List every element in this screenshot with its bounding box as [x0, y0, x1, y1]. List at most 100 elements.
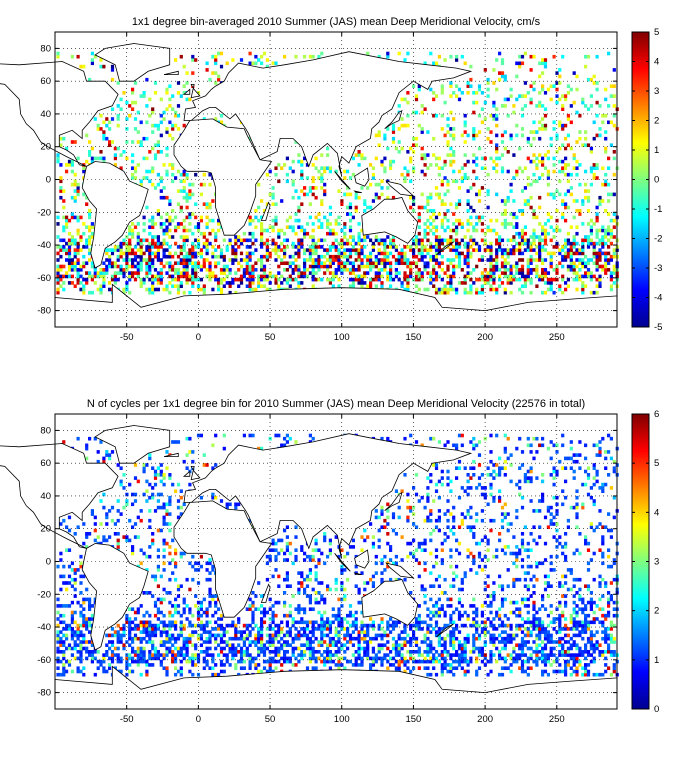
data-cell: [343, 241, 347, 246]
data-cell: [495, 636, 499, 641]
data-cell: [543, 627, 548, 631]
data-cell: [274, 248, 278, 252]
data-cell: [151, 623, 155, 628]
data-cell: [543, 663, 548, 667]
data-cell: [489, 653, 493, 657]
data-cell: [466, 222, 470, 226]
data-cell: [449, 163, 453, 167]
data-cell: [79, 287, 83, 292]
data-cell: [245, 268, 249, 272]
data-cell: [76, 669, 80, 674]
data-cell: [237, 659, 241, 664]
data-cell: [432, 264, 436, 269]
data-cell: [314, 241, 318, 246]
data-cell: [165, 87, 169, 92]
data-cell: [503, 264, 507, 269]
data-cell: [437, 251, 441, 256]
data-cell: [592, 241, 596, 246]
data-cell: [589, 104, 593, 108]
data-cell: [346, 659, 350, 664]
data-cell: [311, 646, 315, 651]
data-cell: [354, 617, 358, 621]
data-cell: [340, 623, 344, 628]
data-cell: [234, 238, 238, 243]
data-cell: [578, 209, 582, 213]
data-cell: [62, 248, 66, 252]
data-cell: [148, 277, 152, 282]
data-cell: [340, 264, 344, 269]
data-cell: [555, 271, 559, 275]
data-cell: [214, 81, 218, 85]
data-cell: [457, 643, 462, 647]
data-cell: [412, 195, 416, 200]
data-cell: [125, 140, 129, 144]
data-cell: [371, 277, 375, 282]
data-cell: [420, 146, 424, 151]
data-cell: [518, 271, 522, 275]
data-cell: [280, 258, 284, 262]
data-cell: [136, 656, 140, 661]
data-cell: [575, 248, 579, 252]
data-cell: [108, 261, 112, 265]
data-cell: [90, 51, 94, 56]
data-cell: [489, 659, 493, 664]
data-cell: [317, 54, 321, 59]
data-cell: [363, 199, 367, 203]
data-cell: [432, 231, 436, 236]
data-cell: [174, 284, 178, 288]
data-cell: [564, 241, 568, 246]
data-cell: [452, 127, 456, 131]
data-cell: [584, 235, 588, 239]
colorbar-tick-label: -4: [654, 293, 662, 304]
data-cell: [242, 630, 246, 634]
data-cell: [242, 271, 246, 275]
data-cell: [79, 268, 83, 272]
data-cell: [67, 261, 72, 265]
data-cell: [260, 54, 264, 59]
data-cell: [546, 281, 550, 285]
data-cell: [601, 623, 605, 628]
data-cell: [136, 254, 140, 259]
data-cell: [414, 143, 419, 147]
data-cell: [503, 218, 507, 223]
data-cell: [174, 672, 178, 677]
data-cell: [455, 287, 459, 292]
data-cell: [420, 245, 424, 249]
data-cell: [486, 225, 490, 229]
data-cell: [305, 636, 310, 641]
data-cell: [277, 630, 281, 634]
data-cell: [323, 623, 327, 628]
data-cell: [205, 251, 209, 256]
data-cell: [409, 623, 413, 628]
data-cell: [214, 264, 218, 269]
data-cell: [271, 241, 275, 246]
data-cell: [552, 245, 556, 249]
data-cell: [194, 202, 198, 206]
data-cell: [131, 107, 135, 111]
data-cell: [529, 182, 533, 187]
data-cell: [541, 84, 545, 88]
data-cell: [260, 630, 264, 634]
data-cell: [569, 666, 573, 670]
data-cell: [598, 104, 602, 108]
data-cell: [174, 659, 178, 664]
data-cell: [79, 653, 83, 657]
data-cell: [495, 646, 499, 651]
data-cell: [566, 84, 570, 88]
data-cell: [575, 87, 579, 92]
data-cell: [429, 656, 433, 661]
data-cell: [76, 54, 80, 59]
data-cell: [566, 650, 570, 654]
data-cell: [523, 241, 527, 246]
data-cell: [538, 650, 542, 654]
data-cell: [314, 627, 318, 631]
data-cell: [328, 222, 332, 226]
data-cell: [406, 123, 410, 128]
data-cell: [348, 212, 353, 216]
data-cell: [139, 646, 143, 651]
data-cell: [558, 663, 562, 667]
data-cell: [90, 650, 94, 654]
data-cell: [119, 268, 123, 272]
data-cell: [343, 656, 347, 661]
data-cell: [90, 261, 94, 265]
